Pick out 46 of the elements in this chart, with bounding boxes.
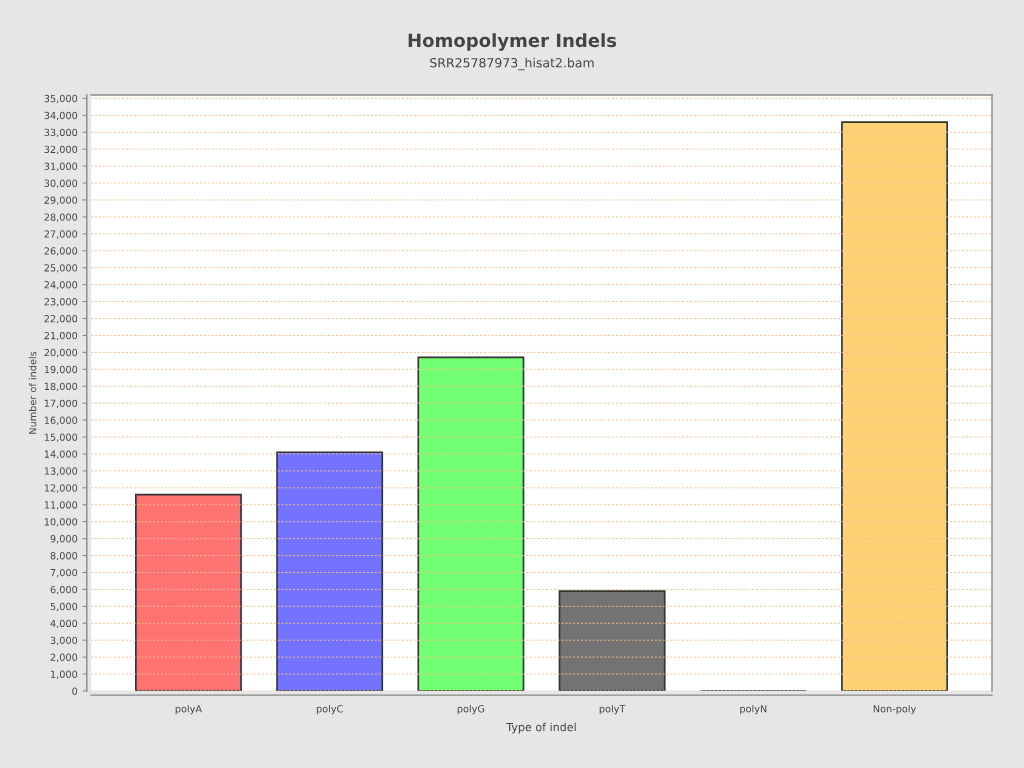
chart-title: Homopolymer Indels xyxy=(408,33,617,51)
y-tick-label: 21,000 xyxy=(44,331,78,341)
y-tick-label: 24,000 xyxy=(44,281,78,290)
y-tick-label: 19,000 xyxy=(44,365,78,375)
y-tick-label: 6,000 xyxy=(50,585,78,595)
x-tick-label: polyC xyxy=(316,704,343,715)
y-tick-label: 17,000 xyxy=(44,399,78,408)
y-tick-label: 10,000 xyxy=(44,518,78,527)
y-tick-label: 30,000 xyxy=(44,179,78,188)
y-tick-label: 20,000 xyxy=(44,348,78,358)
y-tick-label: 26,000 xyxy=(44,247,78,256)
y-tick-label: 12,000 xyxy=(44,484,78,493)
y-tick-label: 5,000 xyxy=(50,602,78,612)
y-tick-label: 9,000 xyxy=(50,535,78,544)
y-tick-label: 1,000 xyxy=(51,670,78,679)
y-tick-label: 34,000 xyxy=(44,111,78,121)
x-tick-label: Non-poly xyxy=(873,704,916,715)
x-tick-label: polyT xyxy=(599,704,626,715)
y-tick-label: 14,000 xyxy=(44,450,78,459)
y-tick-label: 7,000 xyxy=(50,568,78,578)
y-tick-label: 35,000 xyxy=(44,94,78,104)
y-axis-title: Number of indels xyxy=(28,351,37,434)
y-tick-label: 4,000 xyxy=(50,619,78,629)
y-tick-label: 0 xyxy=(72,687,78,695)
y-tick-label: 2,000 xyxy=(50,653,78,662)
y-tick-label: 8,000 xyxy=(50,552,78,561)
y-tick-label: 28,000 xyxy=(44,213,78,222)
y-tick-label: 22,000 xyxy=(44,314,78,324)
y-tick-label: 27,000 xyxy=(44,230,78,239)
y-tick-label: 13,000 xyxy=(44,467,78,476)
y-tick-label: 29,000 xyxy=(44,196,78,205)
y-tick-label: 23,000 xyxy=(44,298,78,307)
y-tick-label: 15,000 xyxy=(44,433,78,442)
y-tick-label: 33,000 xyxy=(44,128,78,138)
y-tick-label: 11,000 xyxy=(44,501,78,510)
chart-subtitle: SRR25787973_hisat2.bam xyxy=(430,57,594,71)
x-tick-label: polyG xyxy=(457,704,485,715)
y-tick-label: 3,000 xyxy=(50,636,78,646)
x-axis-title: Type of indel xyxy=(506,722,576,734)
y-tick-label: 18,000 xyxy=(44,382,78,392)
y-tick-label: 16,000 xyxy=(44,416,78,425)
y-tick-label: 25,000 xyxy=(44,264,78,273)
x-tick-label: polyA xyxy=(175,704,202,715)
y-tick-label: 32,000 xyxy=(44,145,78,155)
y-tick-label: 31,000 xyxy=(44,162,78,171)
x-tick-label: polyN xyxy=(740,704,767,715)
